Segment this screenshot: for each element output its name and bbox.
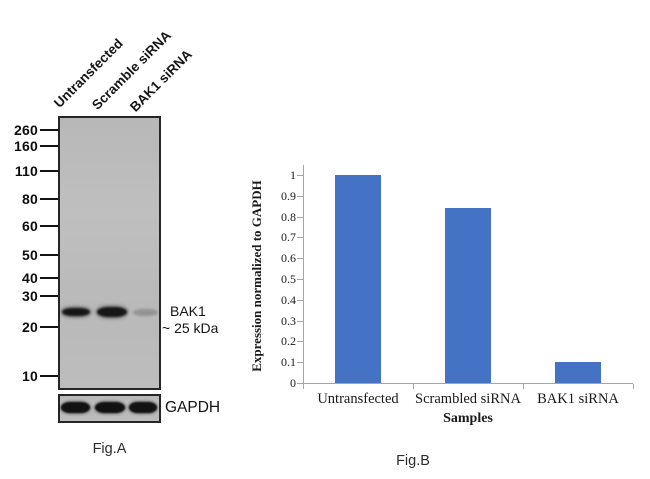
y-tick	[297, 383, 303, 384]
bar	[335, 175, 381, 383]
western-blot-image	[58, 116, 161, 390]
x-tick	[303, 384, 304, 389]
gapdh-loading-control-blot	[58, 394, 161, 423]
y-tick-label: 0.5	[281, 272, 296, 286]
bar	[555, 362, 601, 383]
x-axis-title: Samples	[443, 411, 493, 426]
molecular-weight-label: 160	[14, 138, 38, 154]
y-tick-label: 0.6	[281, 251, 296, 266]
molecular-weight-label: 110	[14, 163, 38, 179]
y-tick	[297, 341, 303, 343]
bar	[445, 208, 491, 383]
molecular-weight-tick	[40, 198, 59, 200]
fig-a-caption: Fig.A	[92, 441, 127, 457]
molecular-weight-tick	[40, 295, 59, 297]
molecular-weight-tick	[40, 375, 59, 377]
y-tick	[297, 237, 303, 239]
gapdh-band	[129, 402, 157, 413]
y-tick	[297, 175, 303, 176]
gapdh-label: GAPDH	[165, 399, 221, 416]
x-category-label: Scrambled siRNA	[415, 391, 521, 407]
molecular-weight-label: 260	[14, 122, 38, 138]
protein-band	[133, 309, 158, 316]
molecular-weight-tick	[40, 326, 59, 328]
x-tick	[523, 384, 524, 389]
y-tick-label: 0	[290, 376, 296, 390]
molecular-weight-tick	[40, 254, 59, 256]
x-tick	[633, 384, 634, 389]
gapdh-band	[61, 402, 90, 413]
protein-band	[62, 308, 90, 316]
molecular-weight-tick	[40, 225, 59, 227]
y-tick	[297, 362, 303, 364]
y-axis	[303, 165, 304, 385]
molecular-weight-label: 40	[22, 270, 38, 286]
y-tick	[297, 216, 303, 218]
y-tick	[297, 195, 303, 197]
molecular-weight-label: 80	[22, 191, 38, 207]
x-category-label: BAK1 siRNA	[537, 391, 619, 407]
y-tick-label: 0.8	[281, 209, 296, 224]
molecular-weight-label: 30	[22, 288, 38, 304]
molecular-weight-label: 20	[22, 319, 38, 335]
y-tick	[297, 258, 303, 260]
molecular-weight-label: 50	[22, 247, 38, 263]
y-tick-label: 0.1	[281, 355, 296, 370]
protein-band	[97, 307, 127, 317]
y-tick-label: 0.3	[281, 313, 296, 328]
y-tick-label: 1	[290, 168, 296, 182]
molecular-weight-label: 60	[22, 218, 38, 234]
y-tick-label: 0.2	[281, 334, 296, 349]
x-axis	[303, 383, 633, 384]
y-tick-label: 0.7	[281, 230, 296, 245]
y-tick-label: 0.9	[281, 188, 296, 203]
band-target-label: BAK1	[170, 303, 206, 319]
y-tick	[297, 320, 303, 322]
y-axis-title: Expression normalized to GAPDH	[249, 180, 264, 372]
molecular-weight-tick	[40, 277, 59, 279]
gapdh-band	[95, 402, 125, 413]
x-category-label: Untransfected	[317, 391, 399, 407]
molecular-weight-tick	[40, 170, 59, 172]
x-tick	[413, 384, 414, 389]
molecular-weight-label: 10	[22, 368, 38, 384]
y-tick-label: 0.4	[281, 292, 296, 307]
y-tick	[297, 299, 303, 301]
y-tick	[297, 279, 303, 280]
molecular-weight-tick	[40, 145, 59, 147]
fig-b-caption: Fig.B	[396, 453, 430, 469]
band-size-label: ~ 25 kDa	[162, 320, 219, 336]
molecular-weight-tick	[40, 129, 59, 131]
